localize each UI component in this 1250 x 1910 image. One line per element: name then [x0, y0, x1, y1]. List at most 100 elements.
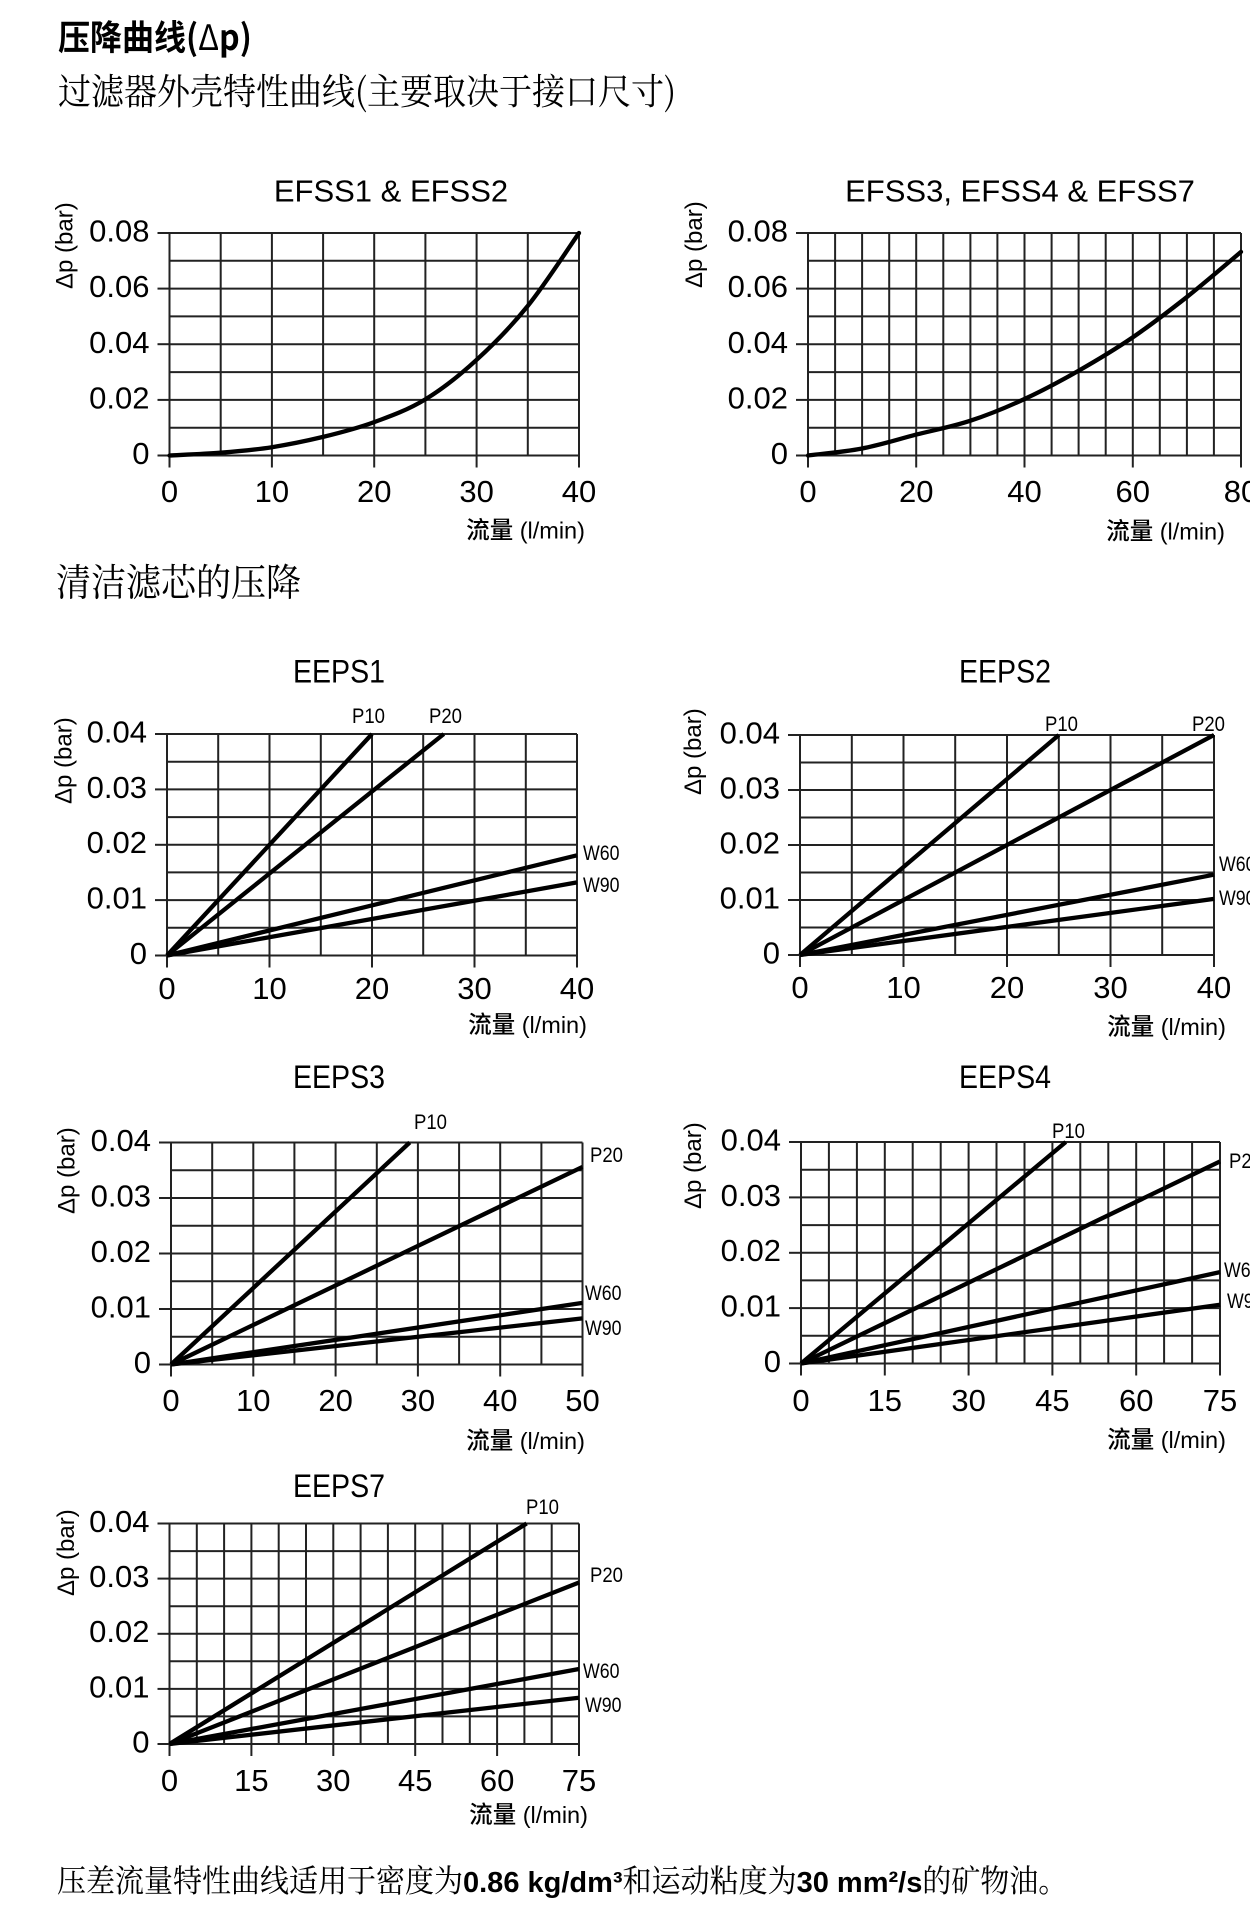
- svg-text:0.04: 0.04: [728, 325, 788, 360]
- svg-text:0.02: 0.02: [728, 380, 788, 415]
- svg-text:15: 15: [868, 1383, 902, 1418]
- svg-text:0: 0: [763, 936, 780, 971]
- svg-text:0.06: 0.06: [89, 269, 149, 304]
- svg-text:0.04: 0.04: [91, 1123, 151, 1158]
- svg-text:0.02: 0.02: [91, 1234, 151, 1269]
- svg-text:0.04: 0.04: [89, 1504, 149, 1539]
- svg-text:0: 0: [161, 474, 178, 509]
- svg-text:Δp (bar): Δp (bar): [53, 1509, 80, 1596]
- svg-text:0: 0: [791, 970, 808, 1005]
- svg-text:W90: W90: [583, 874, 620, 897]
- svg-text:30: 30: [951, 1383, 985, 1418]
- svg-text:EFSS3, EFSS4 & EFSS7: EFSS3, EFSS4 & EFSS7: [845, 174, 1195, 209]
- svg-text:45: 45: [1035, 1383, 1069, 1418]
- svg-text:0: 0: [764, 1344, 781, 1379]
- svg-text:30: 30: [1093, 970, 1127, 1005]
- svg-text:0.08: 0.08: [728, 214, 788, 249]
- svg-text:P10: P10: [414, 1111, 447, 1134]
- svg-text:P10: P10: [352, 705, 385, 728]
- svg-text:W90: W90: [1219, 887, 1250, 910]
- svg-text:0: 0: [130, 936, 147, 971]
- svg-text:0: 0: [162, 1383, 179, 1418]
- svg-text:0: 0: [771, 436, 788, 471]
- svg-text:0.03: 0.03: [91, 1179, 151, 1214]
- svg-text:W90: W90: [585, 1317, 622, 1340]
- svg-text:P10: P10: [1045, 713, 1078, 736]
- svg-text:W60: W60: [585, 1282, 622, 1305]
- svg-text:40: 40: [1007, 474, 1041, 509]
- svg-text:10: 10: [886, 970, 920, 1005]
- svg-text:0: 0: [134, 1345, 151, 1380]
- svg-text:0.02: 0.02: [720, 826, 780, 861]
- svg-text:0: 0: [132, 1725, 149, 1760]
- svg-text:0.01: 0.01: [91, 1290, 151, 1325]
- svg-text:(l/min): (l/min): [520, 1428, 585, 1454]
- svg-text:0.02: 0.02: [89, 1614, 149, 1649]
- svg-text:0.03: 0.03: [721, 1178, 781, 1213]
- svg-text:15: 15: [234, 1763, 268, 1798]
- svg-text:Δp (bar): Δp (bar): [51, 717, 78, 804]
- svg-text:W60: W60: [583, 842, 620, 865]
- svg-text:0.01: 0.01: [89, 1669, 149, 1704]
- svg-text:30: 30: [316, 1763, 350, 1798]
- svg-text:0.86 kg/dm³: 0.86 kg/dm³: [463, 1867, 623, 1899]
- svg-text:0.08: 0.08: [89, 214, 149, 249]
- svg-text:20: 20: [357, 474, 391, 509]
- svg-text:0.01: 0.01: [720, 881, 780, 916]
- svg-text:0.04: 0.04: [720, 716, 780, 751]
- svg-text:0.04: 0.04: [87, 715, 147, 750]
- svg-text:P20: P20: [590, 1564, 623, 1587]
- svg-text:0.03: 0.03: [89, 1559, 149, 1594]
- svg-text:W60: W60: [1224, 1259, 1250, 1282]
- svg-text:(l/min): (l/min): [1161, 1427, 1226, 1453]
- svg-text:Δp (bar): Δp (bar): [52, 202, 79, 289]
- svg-text:0.03: 0.03: [87, 770, 147, 805]
- svg-text:0.02: 0.02: [87, 825, 147, 860]
- svg-text:20: 20: [899, 474, 933, 509]
- svg-text:10: 10: [236, 1383, 270, 1418]
- svg-text:0: 0: [132, 436, 149, 471]
- svg-text:0: 0: [792, 1383, 809, 1418]
- svg-text:75: 75: [562, 1763, 596, 1798]
- svg-text:0.01: 0.01: [87, 881, 147, 916]
- svg-text:EFSS1 & EFSS2: EFSS1 & EFSS2: [274, 174, 508, 209]
- svg-text:P10: P10: [526, 1496, 559, 1519]
- svg-text:10: 10: [255, 474, 289, 509]
- svg-text:40: 40: [562, 474, 596, 509]
- svg-text:30: 30: [459, 474, 493, 509]
- svg-text:0: 0: [161, 1763, 178, 1798]
- svg-text:80: 80: [1224, 474, 1250, 509]
- svg-text:P10: P10: [1052, 1120, 1085, 1143]
- svg-text:10: 10: [252, 971, 286, 1006]
- svg-text:W90: W90: [585, 1694, 622, 1717]
- svg-text:45: 45: [398, 1763, 432, 1798]
- svg-text:P20: P20: [429, 705, 462, 728]
- svg-text:60: 60: [480, 1763, 514, 1798]
- svg-text:60: 60: [1119, 1383, 1153, 1418]
- svg-text:0.03: 0.03: [720, 771, 780, 806]
- svg-text:W60: W60: [583, 1660, 620, 1683]
- svg-text:P20: P20: [1229, 1150, 1250, 1173]
- svg-text:20: 20: [355, 971, 389, 1006]
- svg-text:0.02: 0.02: [89, 380, 149, 415]
- svg-text:40: 40: [560, 971, 594, 1006]
- svg-text:(l/min): (l/min): [520, 518, 585, 544]
- svg-text:(l/min): (l/min): [523, 1802, 588, 1828]
- svg-text:Δp (bar): Δp (bar): [54, 1127, 81, 1214]
- svg-text:W90: W90: [1227, 1290, 1250, 1313]
- svg-text:60: 60: [1116, 474, 1150, 509]
- svg-text:(l/min): (l/min): [1160, 519, 1225, 545]
- svg-text:30 mm²/s: 30 mm²/s: [797, 1867, 923, 1899]
- svg-text:EEPS3: EEPS3: [293, 1059, 385, 1095]
- svg-text:0.02: 0.02: [721, 1233, 781, 1268]
- svg-text:0: 0: [158, 971, 175, 1006]
- svg-text:30: 30: [401, 1383, 435, 1418]
- svg-text:W60: W60: [1219, 853, 1250, 876]
- svg-text:EEPS7: EEPS7: [293, 1468, 385, 1504]
- svg-text:Δp (bar): Δp (bar): [680, 1122, 707, 1209]
- svg-text:Δp (bar): Δp (bar): [681, 201, 708, 288]
- svg-text:40: 40: [1197, 970, 1231, 1005]
- svg-text:0.04: 0.04: [89, 325, 149, 360]
- svg-text:(l/min): (l/min): [522, 1012, 587, 1038]
- svg-text:0.06: 0.06: [728, 269, 788, 304]
